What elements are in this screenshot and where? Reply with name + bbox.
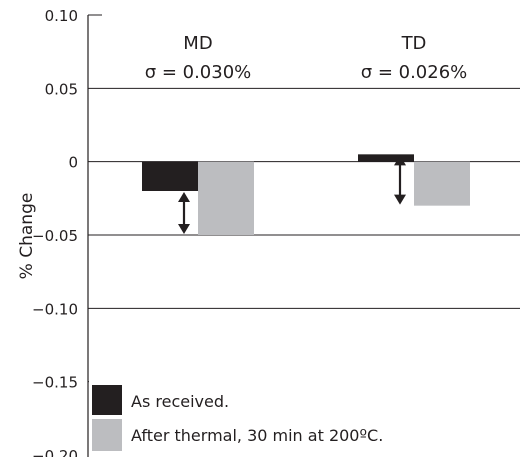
legend-label-after-thermal: After thermal, 30 min at 200ºC. <box>131 426 383 445</box>
y-tick-label: −0.10 <box>32 300 78 318</box>
bar-td-after-thermal <box>414 161 470 206</box>
y-tick-label: 0.10 <box>45 7 78 25</box>
bars <box>142 154 470 235</box>
bar-td-as-received <box>358 154 414 162</box>
sigma-label-md: σ = 0.030% <box>145 62 252 83</box>
legend-swatch-after-thermal <box>92 419 122 451</box>
category-annotations: MD σ = 0.030% TD σ = 0.026% <box>145 33 468 83</box>
bar-md-after-thermal <box>198 161 254 235</box>
difference-arrows <box>178 155 406 234</box>
legend: As received. After thermal, 30 min at 20… <box>89 378 527 457</box>
arrow-md <box>178 192 190 234</box>
category-label-md: MD <box>183 33 212 54</box>
category-label-td: TD <box>401 33 427 54</box>
y-tick-label: −0.05 <box>32 227 78 245</box>
legend-label-as-received: As received. <box>131 392 229 411</box>
y-tick-label: −0.20 <box>32 447 78 457</box>
y-axis-label: % Change <box>17 193 37 280</box>
legend-swatch-as-received <box>92 385 122 415</box>
sigma-label-td: σ = 0.026% <box>361 62 468 83</box>
legend-background <box>89 378 527 457</box>
bar-md-as-received <box>142 161 198 191</box>
y-tick-label: 0.05 <box>45 80 78 98</box>
arrow-td <box>394 155 406 205</box>
y-tick-labels: 0.10 0.05 0 −0.05 −0.10 −0.15 −0.20 <box>32 7 78 457</box>
y-tick-label: −0.15 <box>32 374 78 392</box>
y-tick-label: 0 <box>68 154 78 172</box>
